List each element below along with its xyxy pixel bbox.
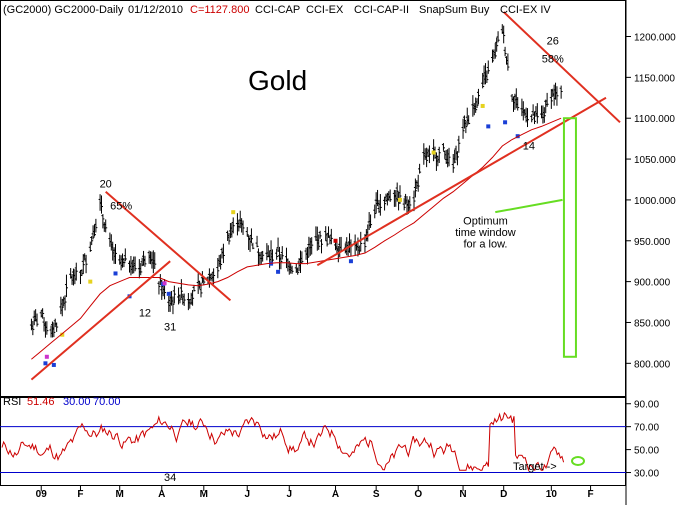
annotation-label: for a low. bbox=[463, 238, 507, 250]
time-tick-label: O bbox=[414, 489, 422, 500]
price-tick-label: 1100.000 bbox=[634, 114, 675, 125]
time-tick-label: F bbox=[77, 489, 83, 500]
annotation-label: 58% bbox=[542, 54, 564, 66]
time-tick-label: D bbox=[500, 489, 507, 500]
trendline bbox=[316, 96, 607, 267]
rsi-value: 51.46 bbox=[27, 396, 55, 408]
header-symbol: (GC2000) GC2000-Daily bbox=[3, 4, 124, 16]
time-tick-label: 09 bbox=[36, 489, 48, 500]
annotation-label: 34 bbox=[164, 472, 176, 484]
time-tick-label: J bbox=[286, 489, 292, 500]
trendline bbox=[30, 260, 171, 381]
price-tick-label: 800.000 bbox=[634, 359, 671, 370]
header-indicator-1: CCI-CAP bbox=[255, 4, 300, 16]
time-tick-label: M bbox=[116, 489, 124, 500]
price-tick-label: 1050.000 bbox=[634, 155, 676, 166]
signal-marker bbox=[88, 279, 93, 284]
annotation-label: 14 bbox=[523, 140, 535, 152]
time-tick-label: F bbox=[588, 489, 594, 500]
rsi-level-high: 70.00 bbox=[93, 396, 121, 408]
time-window-box bbox=[562, 117, 577, 358]
annotation-label: 20 bbox=[100, 179, 112, 191]
header-indicator-4: SnapSum Buy bbox=[419, 4, 490, 16]
price-tick-label: 1150.000 bbox=[634, 73, 675, 84]
header-indicator-2: CCI-EX bbox=[306, 4, 344, 16]
signal-marker bbox=[60, 332, 65, 337]
annotation-label: 26 bbox=[547, 36, 559, 48]
signal-marker bbox=[276, 269, 281, 274]
header-close: C=1127.800 bbox=[190, 4, 249, 16]
annotation-label: 31 bbox=[164, 322, 176, 334]
annotation-label: Optimum bbox=[463, 215, 508, 227]
signal-marker bbox=[348, 259, 353, 264]
signal-marker bbox=[113, 271, 118, 276]
annotation-label: 12 bbox=[139, 308, 151, 320]
rsi-level-low: 30.00 bbox=[63, 396, 91, 408]
signal-marker bbox=[397, 197, 402, 202]
price-tick-label: 1000.000 bbox=[634, 196, 676, 207]
header-indicator-3: CCI-CAP-II bbox=[354, 4, 409, 16]
header-date: 01/12/2010 bbox=[128, 4, 183, 16]
header-indicator-5: CCI-EX IV bbox=[500, 4, 551, 16]
signal-marker bbox=[480, 103, 485, 108]
time-tick-label: A bbox=[332, 489, 339, 500]
window-pointer bbox=[495, 198, 563, 214]
rsi-tick-label: 90.00 bbox=[634, 400, 659, 411]
signal-marker bbox=[431, 150, 436, 155]
time-tick-label: 10 bbox=[546, 489, 558, 500]
rsi-tick-label: 50.00 bbox=[634, 446, 659, 457]
signal-marker bbox=[43, 361, 48, 366]
price-tick-label: 950.000 bbox=[634, 237, 671, 248]
annotation-label: 65% bbox=[110, 201, 132, 213]
signal-marker bbox=[333, 238, 338, 243]
time-tick-label: N bbox=[459, 489, 466, 500]
rsi-tick-label: 70.00 bbox=[634, 423, 659, 434]
time-tick-label: J bbox=[244, 489, 250, 500]
price-panel-frame bbox=[0, 0, 626, 397]
time-tick-label: S bbox=[373, 489, 380, 500]
target-label: Target -> bbox=[513, 461, 557, 473]
signal-marker bbox=[166, 291, 171, 296]
price-tick-label: 900.000 bbox=[634, 278, 671, 289]
rsi-tick-label: 30.00 bbox=[634, 469, 659, 480]
target-marker bbox=[571, 456, 585, 466]
signal-marker bbox=[51, 362, 56, 367]
signal-marker bbox=[162, 281, 167, 286]
price-tick-label: 850.000 bbox=[634, 318, 671, 329]
rsi-line bbox=[1, 411, 565, 472]
time-tick-label: A bbox=[158, 489, 165, 500]
signal-marker bbox=[231, 210, 236, 215]
trendline bbox=[105, 190, 232, 302]
annotation-label: time window bbox=[455, 227, 516, 239]
chart-title: Gold bbox=[248, 65, 307, 96]
time-tick-label: M bbox=[200, 489, 208, 500]
price-tick-label: 1200.000 bbox=[634, 33, 676, 44]
signal-marker bbox=[503, 120, 508, 125]
trendline bbox=[502, 11, 621, 124]
signal-marker bbox=[486, 124, 491, 129]
signal-marker bbox=[44, 354, 49, 359]
rsi-label: RSI bbox=[3, 396, 21, 408]
